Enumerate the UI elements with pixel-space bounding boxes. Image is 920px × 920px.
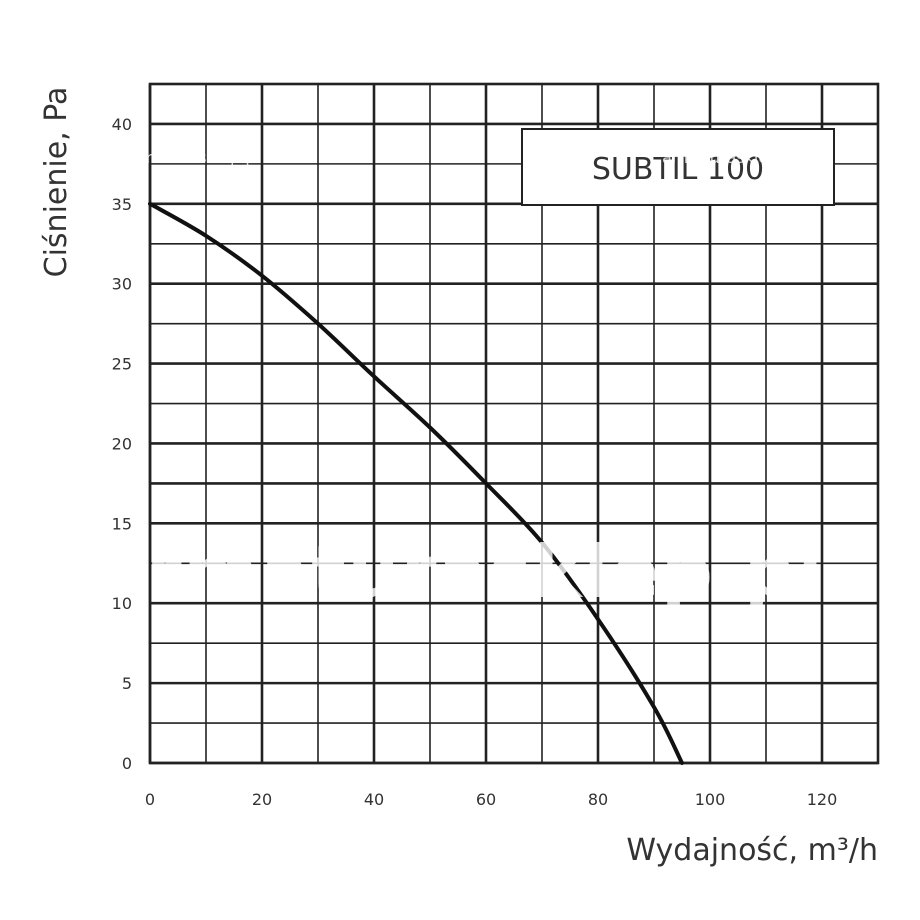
x-tick-label: 20 (252, 790, 272, 809)
x-tick-label: 0 (145, 790, 155, 809)
legend-box (521, 128, 835, 206)
plot-frame (148, 82, 880, 765)
y-tick-label: 40 (112, 115, 132, 134)
x-tick-label: 40 (364, 790, 384, 809)
y-tick-label: 10 (112, 594, 132, 613)
y-tick-label: 5 (122, 674, 132, 693)
x-tick-label: 60 (476, 790, 496, 809)
y-tick-label: 20 (112, 434, 132, 453)
series-line-subtil-100 (148, 201, 684, 765)
y-tick-label: 15 (112, 514, 132, 533)
watermark-text-small: armaturasklep.pl (662, 148, 798, 167)
y-tick-label: 0 (122, 754, 132, 773)
y-tick-label: 35 (112, 195, 132, 214)
watermark-text-small: armaturasklep.pl (662, 808, 798, 827)
x-axis-title: Wydajność, m³/h (626, 833, 878, 868)
watermark-text-small: armaturasklep.pl (124, 148, 260, 167)
series (148, 201, 684, 765)
y-tick-label: 30 (112, 275, 132, 294)
y-tick-label: 25 (112, 355, 132, 374)
legend-label: SUBTIL 100 (592, 152, 764, 187)
watermark-text-small: armaturasklep.pl (124, 808, 260, 827)
watermark: armaturasklep.pl armaturasklep.pl armatu… (96, 148, 825, 827)
watermark-text: armaturasklep.pl (96, 530, 825, 614)
x-tick-label: 100 (695, 790, 726, 809)
y-axis-title: Ciśnienie, Pa (39, 87, 74, 278)
x-tick-label: 80 (588, 790, 608, 809)
legend: SUBTIL 100 (521, 128, 835, 206)
x-tick-label: 120 (807, 790, 838, 809)
tick-labels: 0 20 40 60 80 100 120 0 5 10 15 20 25 30 35 40 (112, 115, 838, 809)
